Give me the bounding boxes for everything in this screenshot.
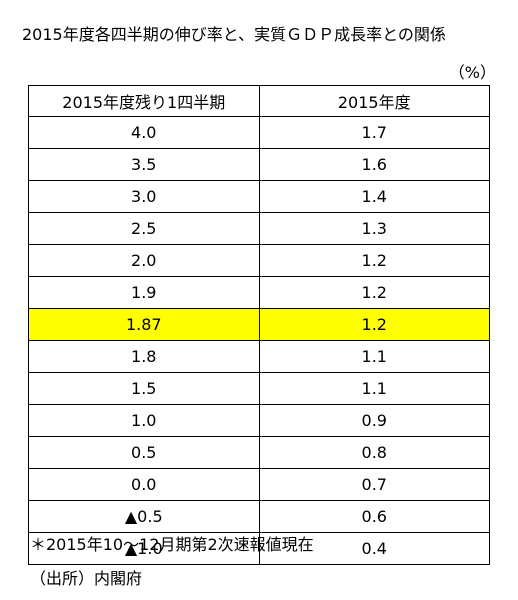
quarter-growth-cell: 1.0 bbox=[28, 404, 260, 437]
quarter-growth-cell: 4.0 bbox=[28, 116, 260, 149]
page-title: 2015年度各四半期の伸び率と、実質ＧＤＰ成長率との関係 bbox=[22, 25, 446, 44]
quarter-growth-cell: 1.8 bbox=[28, 340, 260, 373]
quarter-growth-cell: 0.0 bbox=[28, 468, 260, 501]
quarter-growth-cell: 3.5 bbox=[28, 148, 260, 181]
fiscal-year-growth-cell: 1.7 bbox=[258, 116, 490, 149]
table-row: ▲0.5 0.6 bbox=[28, 500, 490, 533]
fiscal-year-growth-cell: 0.4 bbox=[258, 532, 490, 565]
footnote: ＊2015年10～12月期第2次速報値現在 bbox=[30, 535, 314, 554]
table-body: 4.0 1.7 3.5 1.6 3.0 1.4 2.5 1.3 2.0 1.2 1.9 1.2 1.87… bbox=[28, 116, 490, 565]
table-row: 2.5 1.3 bbox=[28, 212, 490, 245]
table-header-row: 2015年度残り1四半期 2015年度 bbox=[28, 85, 490, 117]
quarter-growth-cell: 1.87 bbox=[28, 308, 260, 341]
source-note: （出所）内閣府 bbox=[30, 569, 143, 588]
growth-table: 2015年度残り1四半期 2015年度 4.0 1.7 3.5 1.6 3.0 1.4 2.… bbox=[28, 85, 490, 565]
table-row: 1.9 1.2 bbox=[28, 276, 490, 309]
column-header-quarter: 2015年度残り1四半期 bbox=[28, 85, 260, 117]
column-header-fiscal-year: 2015年度 bbox=[258, 85, 490, 117]
table-row: 1.5 1.1 bbox=[28, 372, 490, 405]
quarter-growth-cell: ▲0.5 bbox=[28, 500, 260, 533]
table-row: 3.5 1.6 bbox=[28, 148, 490, 181]
fiscal-year-growth-cell: 1.4 bbox=[258, 180, 490, 213]
quarter-growth-cell: 1.9 bbox=[28, 276, 260, 309]
quarter-growth-cell: 3.0 bbox=[28, 180, 260, 213]
fiscal-year-growth-cell: 0.7 bbox=[258, 468, 490, 501]
quarter-growth-cell: ▲1.0 bbox=[28, 532, 260, 565]
table-row: 0.0 0.7 bbox=[28, 468, 490, 501]
fiscal-year-growth-cell: 1.2 bbox=[258, 276, 490, 309]
fiscal-year-growth-cell: 0.6 bbox=[258, 500, 490, 533]
quarter-growth-cell: 1.5 bbox=[28, 372, 260, 405]
quarter-growth-cell: 2.0 bbox=[28, 244, 260, 277]
table-row: 2.0 1.2 bbox=[28, 244, 490, 277]
quarter-growth-cell: 0.5 bbox=[28, 436, 260, 469]
table-row: 0.5 0.8 bbox=[28, 436, 490, 469]
fiscal-year-growth-cell: 1.2 bbox=[258, 244, 490, 277]
fiscal-year-growth-cell: 1.1 bbox=[258, 340, 490, 373]
fiscal-year-growth-cell: 1.1 bbox=[258, 372, 490, 405]
fiscal-year-growth-cell: 0.9 bbox=[258, 404, 490, 437]
quarter-growth-cell: 2.5 bbox=[28, 212, 260, 245]
table-row: 1.8 1.1 bbox=[28, 340, 490, 373]
fiscal-year-growth-cell: 1.6 bbox=[258, 148, 490, 181]
table-row: 1.0 0.9 bbox=[28, 404, 490, 437]
table-row: 4.0 1.7 bbox=[28, 116, 490, 149]
unit-label: （%） bbox=[448, 63, 496, 82]
table-row: ▲1.0 0.4 bbox=[28, 532, 490, 565]
table-row-highlighted: 1.87 1.2 bbox=[28, 308, 490, 341]
fiscal-year-growth-cell: 1.2 bbox=[258, 308, 490, 341]
table-row: 3.0 1.4 bbox=[28, 180, 490, 213]
fiscal-year-growth-cell: 0.8 bbox=[258, 436, 490, 469]
fiscal-year-growth-cell: 1.3 bbox=[258, 212, 490, 245]
